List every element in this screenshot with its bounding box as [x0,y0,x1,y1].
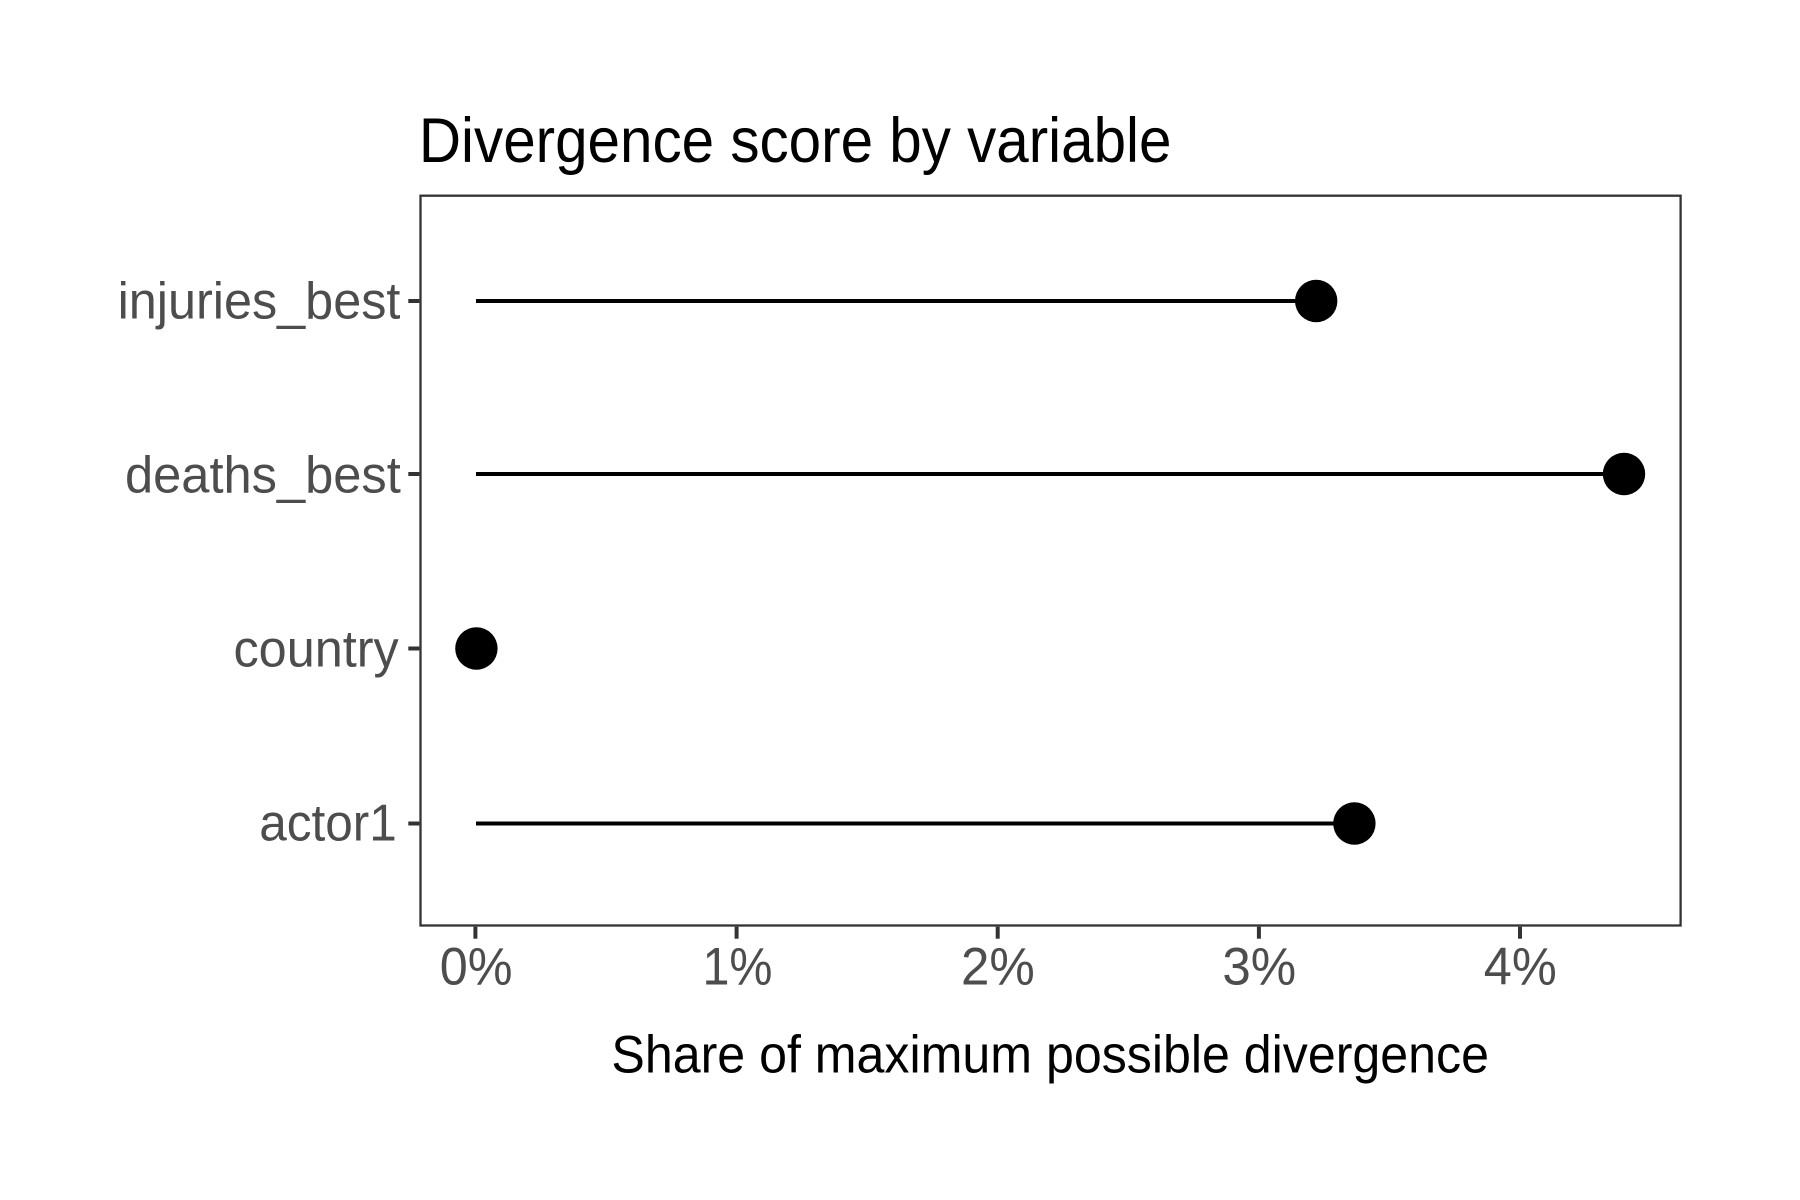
svg-text:0%: 0% [440,937,513,996]
svg-text:deaths_best: deaths_best [125,447,401,505]
svg-text:4%: 4% [1484,937,1557,996]
svg-text:Divergence score by variable: Divergence score by variable [419,106,1172,176]
svg-text:1%: 1% [703,937,773,996]
svg-text:actor1: actor1 [259,795,397,853]
svg-text:Share of maximum possible dive: Share of maximum possible divergence [611,1026,1489,1085]
svg-text:country: country [234,621,399,679]
svg-text:3%: 3% [1222,937,1296,996]
svg-text:injuries_best: injuries_best [118,273,401,331]
svg-text:2%: 2% [961,937,1035,996]
